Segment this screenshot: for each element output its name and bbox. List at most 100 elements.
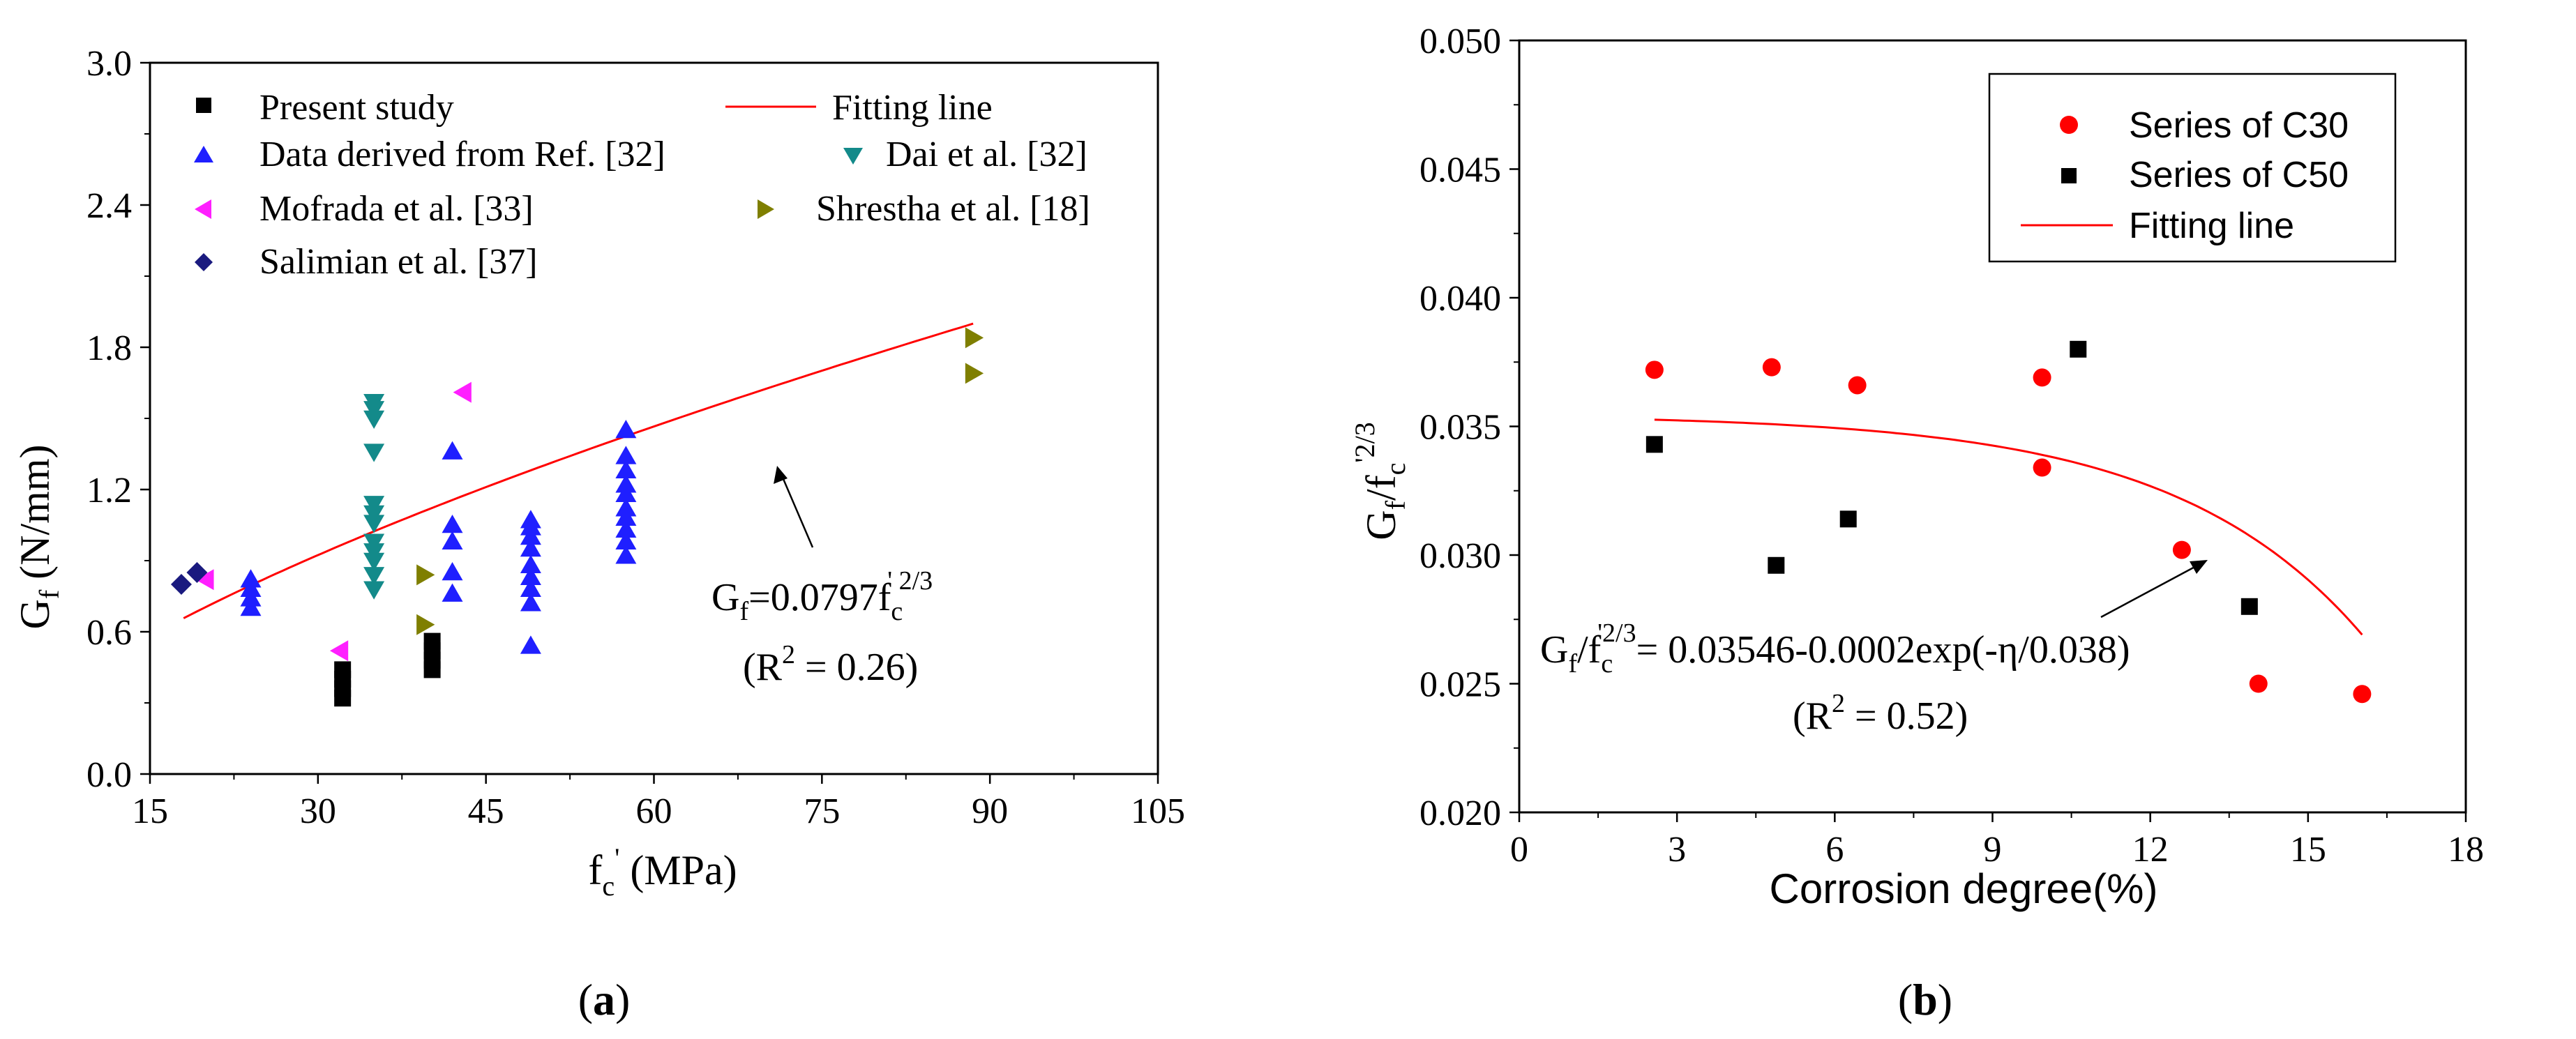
data-point-triangle-up — [240, 588, 262, 607]
svg-text:Series of C30: Series of C30 — [2129, 105, 2349, 146]
chart-b-annotation-arrow — [2100, 563, 2199, 619]
legend-square-marker — [2061, 168, 2077, 183]
legend-circle-marker — [2060, 116, 2078, 134]
y-tick-label: 3.0 — [86, 44, 132, 84]
y-tick-label: 0.025 — [1419, 665, 1501, 705]
y-tick-label: 0.020 — [1419, 794, 1501, 833]
y-tick-label: 0.6 — [86, 613, 132, 653]
data-point-triangle-up — [520, 510, 541, 529]
data-point-triangle-down — [363, 533, 385, 552]
data-point-circle — [2172, 540, 2191, 559]
y-tick-label: 1.8 — [86, 328, 132, 368]
chart-a-legend: Present study Data derived from Ref. [32… — [194, 88, 1090, 282]
chart-b-panel-caption: (b) — [1898, 975, 1952, 1024]
x-tick-label: 60 — [636, 791, 672, 831]
data-point-triangle-down — [363, 567, 385, 586]
data-point-triangle-up — [520, 538, 541, 557]
data-point-circle — [2353, 685, 2372, 704]
chart-b: 0 3 6 9 12 15 18 0.020 0.025 0.030 0.035 0.040 0.045… — [1349, 22, 2484, 1024]
data-point-triangle-up — [442, 441, 463, 460]
svg-text:Mofrada et al. [33]: Mofrada et al. [33] — [259, 189, 534, 229]
legend-item-dai: Dai et al. [32] — [843, 135, 1087, 174]
data-point-triangle-up — [442, 531, 463, 550]
data-point-circle — [2249, 674, 2268, 693]
data-point-triangle-up — [615, 420, 637, 439]
data-point-diamond — [170, 574, 192, 595]
y-tick-label: 0.030 — [1419, 536, 1501, 576]
y-tick-label: 0.040 — [1419, 279, 1501, 319]
data-point-triangle-right — [965, 327, 984, 349]
chart-a: 15 30 45 60 75 90 105 0.0 0.6 1.2 1.8 2.4 3.0 Gf (N/… — [12, 44, 1185, 1024]
y-tick-label: 0.0 — [86, 755, 132, 795]
x-tick-label: 15 — [132, 791, 168, 831]
data-point-triangle-up — [240, 578, 262, 598]
data-point-triangle-left — [329, 640, 349, 662]
data-point-triangle-up — [615, 507, 637, 526]
data-point-triangle-down — [363, 581, 385, 600]
data-point-triangle-up — [520, 593, 541, 612]
fitting-line — [183, 322, 974, 619]
data-point-square — [2240, 598, 2258, 615]
chart-a-annotation-arrow — [780, 473, 814, 548]
data-point-triangle-left — [195, 569, 214, 591]
legend-item-present-study: Present study — [196, 88, 454, 128]
data-point-triangle-down — [363, 543, 385, 562]
x-tick-label: 30 — [300, 791, 336, 831]
data-point-triangle-up — [240, 569, 262, 588]
legend-item-mofrada: Mofrada et al. [33] — [195, 189, 534, 229]
x-tick-label: 105 — [1131, 791, 1185, 831]
y-tick-label: 0.050 — [1419, 22, 1501, 61]
chart-a-equation: Gf=0.0797fc' 2/3 — [711, 566, 933, 626]
data-point-triangle-right — [416, 614, 435, 635]
y-tick-label: 2.4 — [86, 186, 132, 226]
data-point-triangle-up — [615, 483, 637, 503]
data-point-triangle-up — [520, 578, 541, 598]
data-point-triangle-left — [453, 381, 472, 403]
data-point-square — [423, 632, 441, 650]
legend-item-shrestha: Shrestha et al. [18] — [758, 189, 1090, 229]
x-tick-label: 45 — [468, 791, 504, 831]
x-tick-label: 15 — [2290, 830, 2326, 870]
y-tick-label: 1.2 — [86, 471, 132, 510]
data-point-triangle-right — [416, 564, 435, 586]
data-point-square — [334, 661, 352, 678]
data-point-triangle-down — [363, 443, 385, 462]
legend-item-c30: Series of C30 — [2060, 105, 2349, 146]
x-tick-label: 90 — [972, 791, 1008, 831]
legend-square-marker — [196, 98, 211, 113]
data-point-square — [1839, 510, 1857, 528]
legend-item-c50: Series of C50 — [2061, 155, 2349, 195]
data-point-circle — [1762, 358, 1781, 377]
x-tick-label: 9 — [1984, 830, 2002, 870]
x-tick-label: 3 — [1668, 830, 1686, 870]
data-point-triangle-up — [615, 446, 637, 464]
chart-b-r-squared: (R2 = 0.52) — [1793, 689, 1968, 738]
legend-triangle-up-marker — [194, 146, 213, 162]
chart-b-equation: Gf/fc'2/3= 0.03546-0.0002exp(-η/0.038) — [1540, 619, 2130, 678]
chart-b-legend: Series of C30 Series of C50 Fitting line — [1988, 73, 2397, 263]
data-point-triangle-up — [442, 562, 463, 581]
data-point-triangle-down — [363, 393, 385, 413]
chart-a-x-axis-label: fc' (MPa) — [588, 842, 737, 902]
data-point-circle — [1848, 376, 1867, 395]
chart-b-y-axis-label: Gf/fc'2/3 — [1349, 422, 1411, 540]
data-point-triangle-up — [615, 545, 637, 564]
x-tick-label: 75 — [804, 791, 840, 831]
data-point-triangle-up — [520, 635, 541, 654]
data-point-triangle-down — [363, 496, 385, 515]
svg-text:Series of C50: Series of C50 — [2129, 155, 2349, 195]
data-point-circle — [2033, 458, 2051, 477]
chart-a-r-squared: (R2 = 0.26) — [743, 640, 918, 689]
legend-item-fitting-line: Fitting line — [725, 88, 993, 128]
x-tick-label: 0 — [1510, 830, 1528, 870]
data-point-triangle-up — [615, 460, 637, 479]
svg-text:Dai et al. [32]: Dai et al. [32] — [886, 135, 1087, 174]
data-point-triangle-up — [615, 531, 637, 550]
data-point-triangle-up — [442, 515, 463, 533]
svg-text:Data derived from Ref. [32]: Data derived from Ref. [32] — [259, 135, 665, 174]
data-point-triangle-up — [615, 498, 637, 517]
fitting-line — [1654, 418, 2363, 636]
chart-b-annotation-arrowhead — [2190, 560, 2208, 574]
data-point-triangle-down — [363, 515, 385, 533]
